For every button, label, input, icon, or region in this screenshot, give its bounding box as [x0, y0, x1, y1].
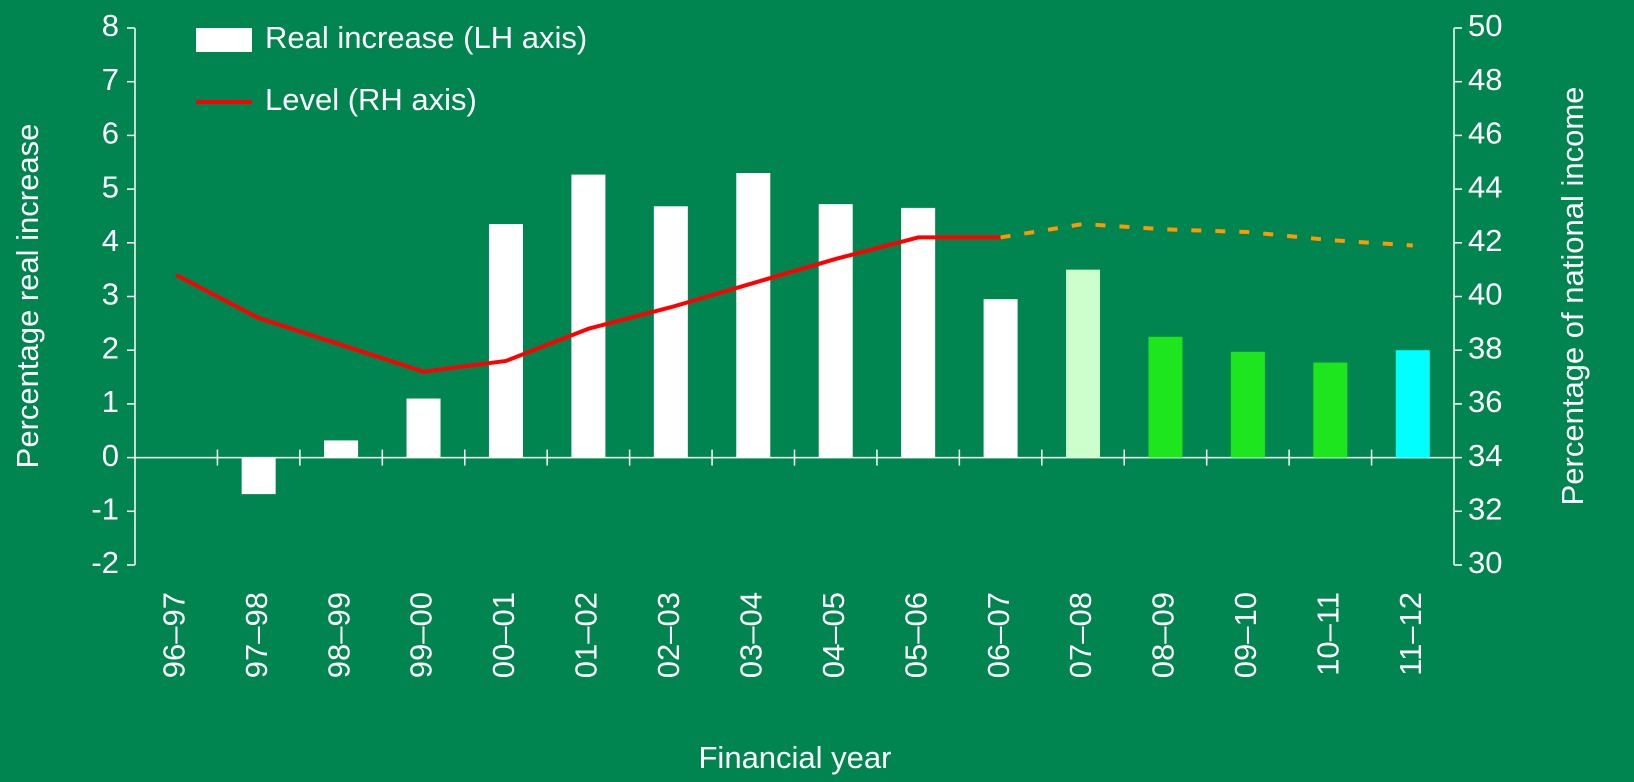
bar: [571, 174, 606, 458]
x-tick-label: 05–06: [898, 592, 933, 678]
y2-tick-label: 36: [1468, 384, 1502, 419]
x-tick-label: 07–08: [1063, 592, 1098, 678]
x-tick-label: 11–12: [1393, 592, 1428, 676]
x-tick-label: 06–07: [981, 592, 1016, 678]
y2-tick-label: 50: [1468, 8, 1502, 43]
legend-label: Level (RH axis): [265, 82, 477, 117]
y-tick-label: 5: [102, 169, 119, 204]
y-tick-label: -1: [91, 491, 119, 526]
y2-tick-label: 32: [1468, 491, 1502, 526]
x-tick-label: 96–97: [156, 592, 191, 678]
bar: [983, 299, 1018, 458]
bar: [324, 440, 359, 458]
y-tick-label: 7: [102, 62, 119, 97]
bar: [1066, 269, 1101, 458]
y2-tick-label: 38: [1468, 330, 1502, 365]
x-tick-label: 04–05: [816, 592, 851, 678]
x-tick-label: 98–99: [321, 592, 356, 678]
bar: [1148, 336, 1183, 458]
y2-tick-label: 42: [1468, 223, 1502, 258]
x-tick-label: 01–02: [569, 592, 604, 678]
y-tick-label: 0: [102, 438, 119, 473]
y2-tick-label: 44: [1468, 169, 1502, 204]
y-tick-label: 1: [102, 384, 119, 419]
x-tick-label: 09–10: [1228, 592, 1263, 678]
y2-tick-label: 40: [1468, 277, 1502, 312]
bar: [1230, 351, 1265, 458]
bar: [241, 457, 276, 495]
y-tick-label: 6: [102, 116, 119, 151]
line: [1000, 222, 1413, 248]
x-tick-label: 00–01: [486, 592, 521, 678]
y-tick-label: 2: [102, 330, 119, 365]
y2-axis-label: Percentage of national income: [1555, 87, 1590, 506]
y2-tick-label: 30: [1468, 545, 1502, 580]
y-axis-label: Percentage real increase: [10, 124, 45, 469]
y2-tick-label: 48: [1468, 62, 1502, 97]
bar: [901, 207, 936, 458]
y2-tick-label: 34: [1468, 438, 1502, 473]
bar: [1395, 350, 1430, 458]
bar: [736, 172, 771, 458]
bar: [818, 204, 853, 458]
y2-tick-label: 46: [1468, 116, 1502, 151]
x-tick-label: 97–98: [239, 592, 274, 678]
bar: [653, 206, 688, 458]
x-tick-label: 99–00: [404, 592, 439, 678]
bar: [488, 224, 523, 458]
bar: [406, 398, 441, 458]
x-tick-label: 08–09: [1146, 592, 1181, 678]
legend-swatch: [196, 28, 252, 52]
x-tick-label: 03–04: [733, 592, 768, 678]
y-tick-label: 4: [102, 223, 119, 258]
y-tick-label: -2: [91, 545, 119, 580]
bar: [1313, 362, 1348, 458]
y-tick-label: 8: [102, 8, 119, 43]
y-tick-label: 3: [102, 277, 119, 312]
x-tick-label: 10–11: [1311, 592, 1346, 676]
line: [175, 235, 1001, 374]
legend-label: Real increase (LH axis): [265, 20, 587, 55]
x-tick-label: 02–03: [651, 592, 686, 678]
x-axis-label: Financial year: [699, 740, 892, 775]
